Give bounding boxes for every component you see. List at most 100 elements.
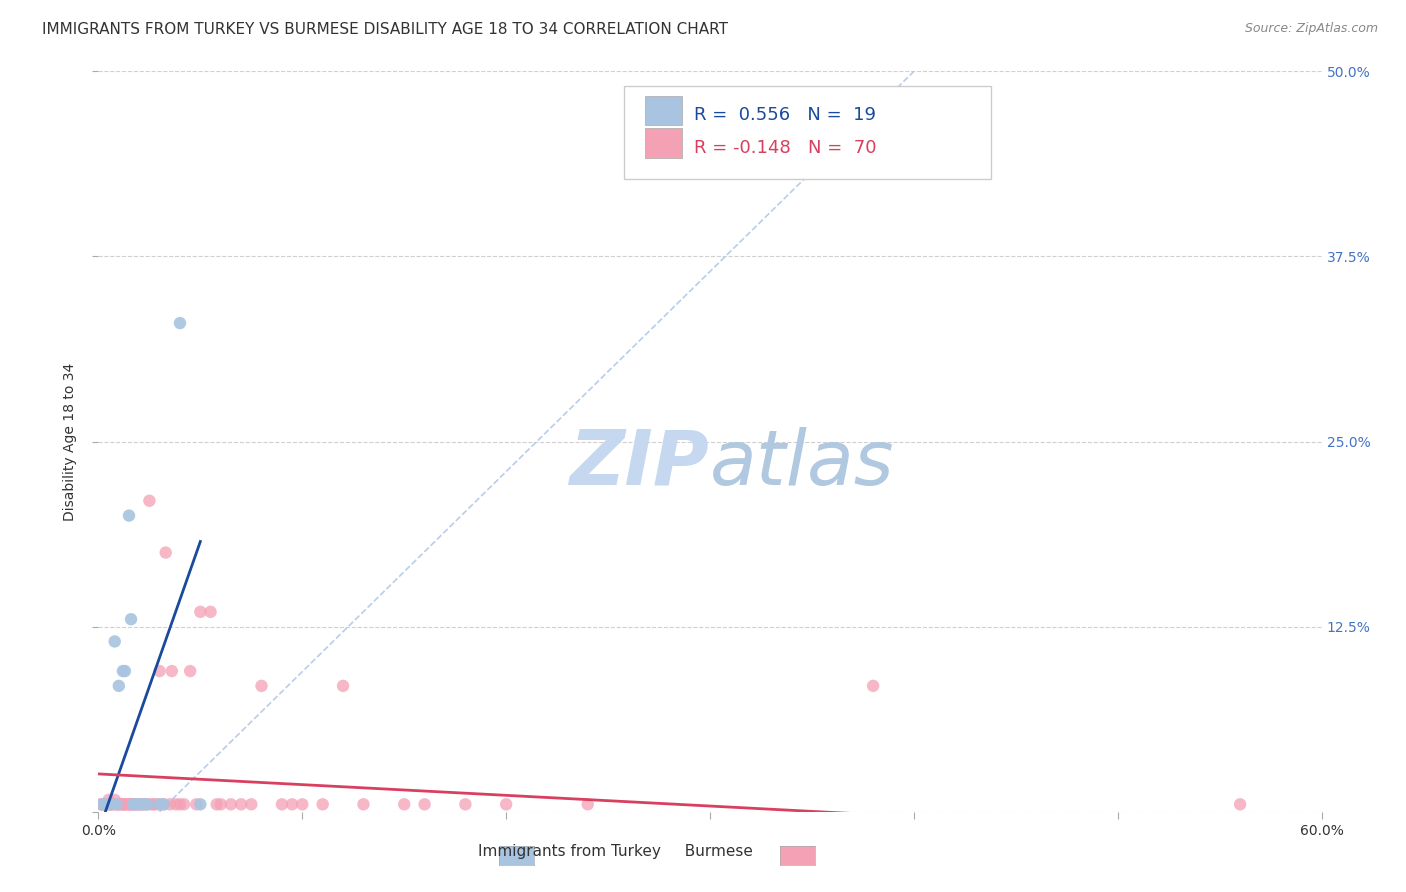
Text: Burmese: Burmese bbox=[675, 845, 752, 859]
Point bbox=[124, 797, 146, 812]
Point bbox=[165, 797, 187, 812]
Text: ZIP: ZIP bbox=[571, 426, 710, 500]
Bar bbox=[645, 128, 682, 158]
Point bbox=[108, 797, 131, 812]
Point bbox=[312, 797, 335, 812]
Point bbox=[111, 664, 134, 678]
Point bbox=[136, 797, 159, 812]
Point bbox=[96, 797, 118, 812]
Text: IMMIGRANTS FROM TURKEY VS BURMESE DISABILITY AGE 18 TO 34 CORRELATION CHART: IMMIGRANTS FROM TURKEY VS BURMESE DISABI… bbox=[42, 22, 728, 37]
Point bbox=[270, 797, 294, 812]
Y-axis label: Disability Age 18 to 34: Disability Age 18 to 34 bbox=[63, 362, 77, 521]
Point bbox=[108, 679, 131, 693]
Point bbox=[104, 797, 127, 812]
Point bbox=[413, 797, 436, 812]
Point bbox=[352, 797, 374, 812]
Point bbox=[291, 797, 314, 812]
Point bbox=[114, 664, 136, 678]
Point bbox=[200, 605, 222, 619]
Point bbox=[100, 797, 122, 812]
Text: R = -0.148   N =  70: R = -0.148 N = 70 bbox=[695, 139, 876, 157]
Point bbox=[105, 797, 128, 812]
Point bbox=[141, 797, 163, 812]
Point bbox=[152, 797, 174, 812]
Point bbox=[118, 797, 141, 812]
Point bbox=[240, 797, 263, 812]
Point bbox=[138, 493, 160, 508]
Point bbox=[1229, 797, 1251, 812]
Point bbox=[188, 605, 212, 619]
Point bbox=[862, 679, 884, 693]
Point bbox=[91, 797, 114, 812]
Point bbox=[89, 797, 111, 812]
Point bbox=[111, 797, 134, 812]
Point bbox=[132, 797, 155, 812]
Point bbox=[159, 797, 181, 812]
Bar bbox=[645, 95, 682, 126]
Point bbox=[91, 797, 114, 812]
Point bbox=[332, 679, 354, 693]
Point bbox=[392, 797, 416, 812]
Point bbox=[169, 316, 191, 330]
Point bbox=[160, 664, 183, 678]
Point bbox=[118, 797, 141, 812]
Text: R =  0.556   N =  19: R = 0.556 N = 19 bbox=[695, 106, 876, 124]
Point bbox=[454, 797, 477, 812]
Point bbox=[155, 546, 177, 560]
Point bbox=[120, 797, 142, 812]
Point bbox=[104, 634, 127, 648]
Point bbox=[114, 797, 136, 812]
Point bbox=[124, 797, 146, 812]
Point bbox=[188, 797, 212, 812]
FancyBboxPatch shape bbox=[624, 87, 991, 178]
Point bbox=[128, 797, 150, 812]
Text: Source: ZipAtlas.com: Source: ZipAtlas.com bbox=[1244, 22, 1378, 36]
Point bbox=[169, 797, 191, 812]
Point bbox=[173, 797, 195, 812]
Point bbox=[100, 797, 122, 812]
Text: atlas: atlas bbox=[710, 426, 894, 500]
Point bbox=[145, 797, 167, 812]
Point bbox=[96, 797, 118, 812]
Point bbox=[179, 664, 201, 678]
Point bbox=[231, 797, 253, 812]
Point bbox=[97, 793, 120, 807]
Point bbox=[209, 797, 232, 812]
Point bbox=[97, 797, 120, 812]
Point bbox=[127, 797, 149, 812]
Point bbox=[132, 797, 155, 812]
Point bbox=[114, 797, 136, 812]
Point bbox=[134, 797, 156, 812]
Point bbox=[111, 797, 134, 812]
Point bbox=[93, 797, 115, 812]
Point bbox=[101, 797, 124, 812]
Point bbox=[136, 797, 159, 812]
Point bbox=[105, 797, 128, 812]
Point bbox=[120, 612, 142, 626]
Point bbox=[152, 797, 174, 812]
Text: Immigrants from Turkey: Immigrants from Turkey bbox=[478, 845, 661, 859]
Point bbox=[120, 797, 142, 812]
Point bbox=[128, 797, 150, 812]
Point bbox=[250, 679, 273, 693]
Point bbox=[186, 797, 208, 812]
Point bbox=[108, 797, 131, 812]
Point bbox=[149, 797, 172, 812]
Point bbox=[115, 797, 138, 812]
Point bbox=[122, 797, 145, 812]
Point bbox=[149, 664, 172, 678]
Point bbox=[495, 797, 517, 812]
Point bbox=[129, 797, 152, 812]
Point bbox=[205, 797, 228, 812]
Point bbox=[219, 797, 242, 812]
Point bbox=[576, 797, 599, 812]
Point bbox=[118, 508, 141, 523]
Point bbox=[104, 793, 127, 807]
Point bbox=[122, 797, 145, 812]
Point bbox=[149, 797, 172, 812]
Point bbox=[91, 797, 114, 812]
Point bbox=[281, 797, 304, 812]
Point bbox=[124, 797, 146, 812]
Point bbox=[100, 797, 122, 812]
Point bbox=[142, 797, 165, 812]
